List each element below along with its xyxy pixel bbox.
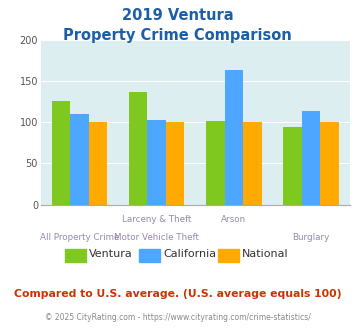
Bar [129, 92, 147, 205]
Text: © 2025 CityRating.com - https://www.cityrating.com/crime-statistics/: © 2025 CityRating.com - https://www.city… [45, 313, 310, 322]
Text: Property Crime Comparison: Property Crime Comparison [63, 28, 292, 43]
Text: 2019 Ventura: 2019 Ventura [122, 8, 233, 23]
Text: California: California [163, 249, 216, 259]
Text: National: National [242, 249, 289, 259]
Bar [225, 70, 243, 205]
Bar [147, 120, 166, 205]
Bar [51, 101, 70, 205]
Bar [206, 121, 225, 205]
Text: Compared to U.S. average. (U.S. average equals 100): Compared to U.S. average. (U.S. average … [14, 289, 341, 299]
Bar [283, 127, 302, 205]
Text: Burglary: Burglary [293, 233, 330, 242]
Text: Larceny & Theft: Larceny & Theft [122, 214, 191, 223]
Text: Arson: Arson [221, 214, 246, 223]
Bar [70, 114, 89, 205]
Text: Motor Vehicle Theft: Motor Vehicle Theft [114, 233, 199, 242]
Bar [302, 112, 320, 205]
Bar [89, 122, 107, 205]
Text: Ventura: Ventura [89, 249, 133, 259]
Bar [320, 122, 339, 205]
Text: All Property Crime: All Property Crime [40, 233, 119, 242]
Bar [166, 122, 185, 205]
Bar [243, 122, 262, 205]
